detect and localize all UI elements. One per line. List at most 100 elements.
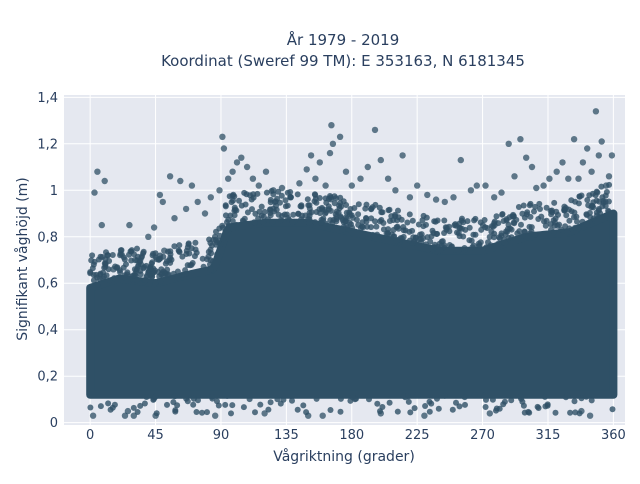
data-point: [210, 236, 217, 243]
data-point: [97, 403, 104, 410]
data-point: [158, 266, 165, 273]
data-point: [194, 198, 201, 206]
data-point: [209, 258, 216, 265]
x-tick-label: 135: [274, 428, 299, 443]
data-point: [357, 175, 364, 182]
data-point: [303, 166, 310, 173]
data-point: [343, 202, 350, 208]
data-point: [327, 407, 334, 413]
data-point: [409, 217, 416, 224]
data-point: [171, 215, 178, 222]
data-point: [246, 396, 253, 403]
data-point: [562, 223, 569, 230]
data-point: [282, 197, 289, 204]
data-point: [414, 182, 421, 189]
data-point: [305, 215, 312, 222]
data-point: [249, 175, 257, 182]
data-point: [455, 247, 462, 254]
data-point: [182, 205, 190, 213]
data-point: [321, 207, 328, 213]
x-tick-label: 225: [405, 428, 430, 443]
data-point: [493, 405, 500, 412]
data-point: [224, 219, 230, 226]
data-point: [161, 247, 168, 254]
data-point: [594, 212, 600, 219]
data-point: [263, 189, 270, 196]
data-point: [185, 241, 192, 248]
data-point: [572, 409, 579, 416]
data-point: [472, 231, 479, 238]
data-point: [547, 207, 554, 214]
data-point: [248, 196, 255, 203]
data-point: [595, 206, 602, 212]
data-point: [141, 400, 148, 407]
data-point: [589, 203, 596, 209]
data-point: [528, 224, 535, 231]
data-point: [395, 214, 402, 221]
data-point: [536, 200, 543, 207]
data-point: [449, 406, 456, 413]
data-point: [348, 182, 355, 189]
data-point: [184, 398, 191, 405]
data-point: [528, 163, 536, 171]
data-point: [284, 189, 291, 196]
data-point: [460, 233, 467, 240]
data-point: [342, 168, 350, 175]
data-point: [406, 194, 414, 201]
data-point: [503, 216, 510, 223]
data-point: [258, 212, 265, 219]
data-point: [464, 218, 471, 225]
data-point: [230, 197, 236, 204]
data-point: [126, 221, 133, 229]
data-point: [236, 197, 242, 204]
data-point: [541, 393, 548, 400]
data-point: [214, 251, 221, 258]
data-point: [131, 266, 138, 273]
data-point: [238, 154, 245, 161]
data-point: [313, 209, 320, 215]
data-point: [300, 402, 307, 409]
x-axis-label: Vågriktning (grader): [273, 448, 415, 465]
data-point: [405, 393, 412, 400]
x-tick-label: 315: [536, 428, 561, 443]
data-point: [520, 402, 527, 409]
data-point: [424, 191, 431, 199]
data-point: [426, 408, 433, 415]
data-point: [252, 210, 259, 217]
data-point: [188, 182, 196, 189]
data-point: [572, 224, 579, 231]
data-point: [260, 219, 267, 226]
data-point: [327, 217, 334, 224]
data-point: [564, 229, 571, 236]
data-point: [583, 393, 590, 400]
data-point: [229, 402, 236, 409]
data-point: [175, 247, 182, 254]
data-point: [496, 235, 503, 242]
data-point: [207, 266, 214, 273]
data-point: [441, 217, 448, 224]
data-point: [353, 216, 360, 223]
data-point: [94, 281, 101, 288]
data-point: [306, 205, 313, 212]
data-point: [89, 252, 96, 259]
data-point: [325, 203, 332, 210]
data-point: [137, 261, 145, 268]
data-point: [578, 395, 585, 402]
data-point: [216, 225, 223, 232]
data-point: [195, 397, 201, 404]
data-point: [289, 219, 296, 226]
data-point: [602, 203, 609, 209]
data-point: [466, 224, 473, 231]
data-point: [603, 189, 610, 195]
data-point: [602, 182, 610, 189]
data-point: [265, 406, 272, 413]
data-point: [349, 394, 356, 401]
data-point: [405, 398, 412, 405]
data-point: [508, 234, 515, 241]
data-point: [462, 401, 468, 408]
data-point: [87, 270, 94, 277]
data-point: [337, 395, 344, 402]
data-point: [450, 194, 457, 201]
data-point: [152, 279, 159, 286]
